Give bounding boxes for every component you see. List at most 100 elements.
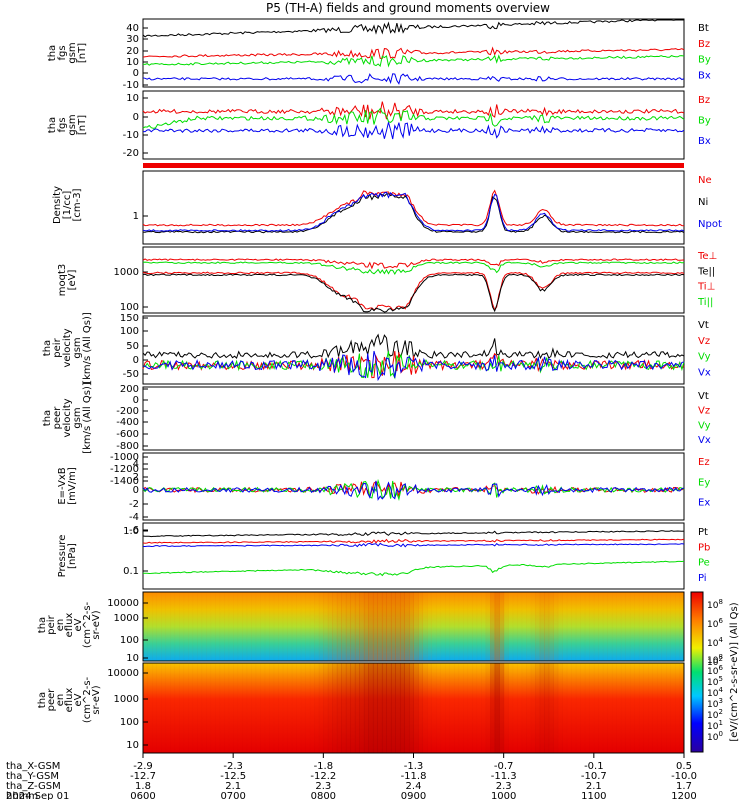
spectrogram-stripe (161, 663, 167, 753)
y-tick-label: 10000 (107, 668, 139, 679)
spectrogram-stripe (602, 592, 608, 661)
y-tick-label: -200 (116, 406, 139, 417)
series-line-Bz (142, 46, 685, 59)
y-tick-label: 10000 (107, 598, 139, 609)
y-tick-label: 1000 (114, 613, 139, 624)
spectrogram-stripe (183, 592, 189, 661)
spectrogram-panels: 10000100010010thapeirenefluxeV(cm^2-s-sr… (37, 591, 685, 754)
spectrogram-stripe (553, 663, 559, 753)
panel-frame (142, 170, 685, 245)
spectrogram-stripe (377, 663, 383, 753)
y-tick-label: 1 (133, 211, 139, 222)
spectrogram-stripe (345, 663, 351, 753)
y-axis-label: peir (52, 337, 63, 357)
x-tick-label: 1.7 (676, 781, 692, 792)
legend-Ti⊥: Ti⊥ (697, 282, 715, 293)
spectrogram-stripe (224, 663, 230, 753)
y-tick-label: 1000 (114, 267, 139, 278)
spectrogram-stripe (584, 663, 590, 753)
spectrogram-stripe (332, 592, 338, 661)
y-axis-label: peer (46, 688, 57, 712)
spectrogram-stripe (242, 663, 248, 753)
spectrogram-stripe (661, 663, 667, 753)
spectrogram-stripe (548, 663, 554, 753)
spectrogram-stripe (282, 592, 288, 661)
y-axis-label: [km/s (All Qs)] (82, 382, 93, 454)
x-tick-label: 0700 (220, 791, 245, 800)
spectrogram-stripe (269, 663, 275, 753)
y-tick-label: 0 (133, 485, 139, 496)
spectrogram-stripe (647, 592, 653, 661)
spectrogram-stripe (246, 663, 252, 753)
x-tick-label: 2.1 (586, 781, 602, 792)
spectrogram-stripe (350, 592, 356, 661)
y-tick-label: 20 (126, 46, 139, 57)
x-axis-row-label: tha_Z-GSM (6, 781, 61, 792)
spectrogram-stripe (372, 592, 378, 661)
colorbar-exponent: 2 (718, 708, 722, 716)
spectrogram-stripe (494, 663, 500, 753)
spectrogram-stripe (652, 663, 658, 753)
y-tick-label: 2 (133, 472, 139, 483)
spectrogram-stripe (350, 663, 356, 753)
y-axis-label: en (55, 694, 66, 707)
y-axis-label: eflux (64, 613, 75, 638)
spectrogram-stripe (508, 592, 514, 661)
spectrogram-stripe (341, 592, 347, 661)
spectrogram-stripe (233, 592, 239, 661)
legend-Pi: Pi (698, 573, 707, 584)
y-tick-label: 150 (120, 313, 139, 324)
spectrogram-stripe (192, 663, 198, 753)
y-axis-label: [nPa] (67, 543, 78, 569)
spectrogram-stripe (287, 663, 293, 753)
series-line-Npot (142, 191, 685, 232)
spectrogram-stripe (399, 663, 405, 753)
spectrogram-stripe (557, 592, 563, 661)
spectrogram-stripe (246, 592, 252, 661)
legend-Bz: Bz (698, 39, 710, 50)
y-tick-label: 0 (133, 395, 139, 406)
spectrogram-stripe (314, 592, 320, 661)
series-line-Bx (142, 73, 685, 85)
spectrogram-stripe (670, 663, 676, 753)
spectrogram-stripe (359, 663, 365, 753)
spectrogram-stripe (269, 592, 275, 661)
y-axis-label: gsm (72, 337, 83, 358)
x-tick-label: 2.1 (225, 781, 241, 792)
spectrogram-stripe (517, 592, 523, 661)
panel-frame (142, 386, 685, 451)
colorbar-exponent: 8 (718, 653, 722, 661)
spectrogram-stripe (575, 592, 581, 661)
legend-Vt: Vt (698, 320, 709, 331)
spectrogram-stripe (427, 592, 433, 661)
y-tick-label: 30 (126, 34, 139, 45)
spectrogram-stripe (584, 592, 590, 661)
spectrogram-stripe (305, 663, 311, 753)
colorbar-label: [eV/(cm^2-s-sr-eV)] (All Qs) (729, 602, 740, 741)
spectrogram-stripe (300, 592, 306, 661)
spectrogram-stripe (485, 663, 491, 753)
colorbar-exponent: 4 (718, 686, 723, 694)
legend-Vy: Vy (698, 352, 711, 363)
spectrogram-stripe (422, 663, 428, 753)
legend-Ey: Ey (698, 477, 710, 488)
spectrogram-stripe (548, 592, 554, 661)
spectrogram-stripe (363, 663, 369, 753)
spectrogram-stripe (161, 592, 167, 661)
spectrogram-0: 10000 1000 100 10 thapeirenefluxeV(cm^2-s-sr… (37, 591, 685, 664)
y-tick-label: 10 (126, 57, 139, 68)
spectrogram-stripe (436, 663, 442, 753)
spectrogram-stripe (616, 592, 622, 661)
spectrogram-stripe (674, 663, 680, 753)
x-tick-label: -11.3 (491, 771, 517, 782)
y-tick-label: -1200 (110, 464, 139, 475)
spectrogram-stripe (440, 592, 446, 661)
legend-Vt: Vt (698, 391, 709, 402)
spectrogram-stripe (282, 663, 288, 753)
spectrogram-stripe (445, 663, 451, 753)
series-line-Pb (142, 538, 685, 544)
series-line-Ex (142, 480, 685, 501)
x-tick-label: 2.3 (315, 781, 331, 792)
spectrogram-stripe (287, 592, 293, 661)
spectrogram-1: 10000 1000 100 10 thapeerenefluxeV(cm^2-s-sr… (37, 662, 685, 754)
